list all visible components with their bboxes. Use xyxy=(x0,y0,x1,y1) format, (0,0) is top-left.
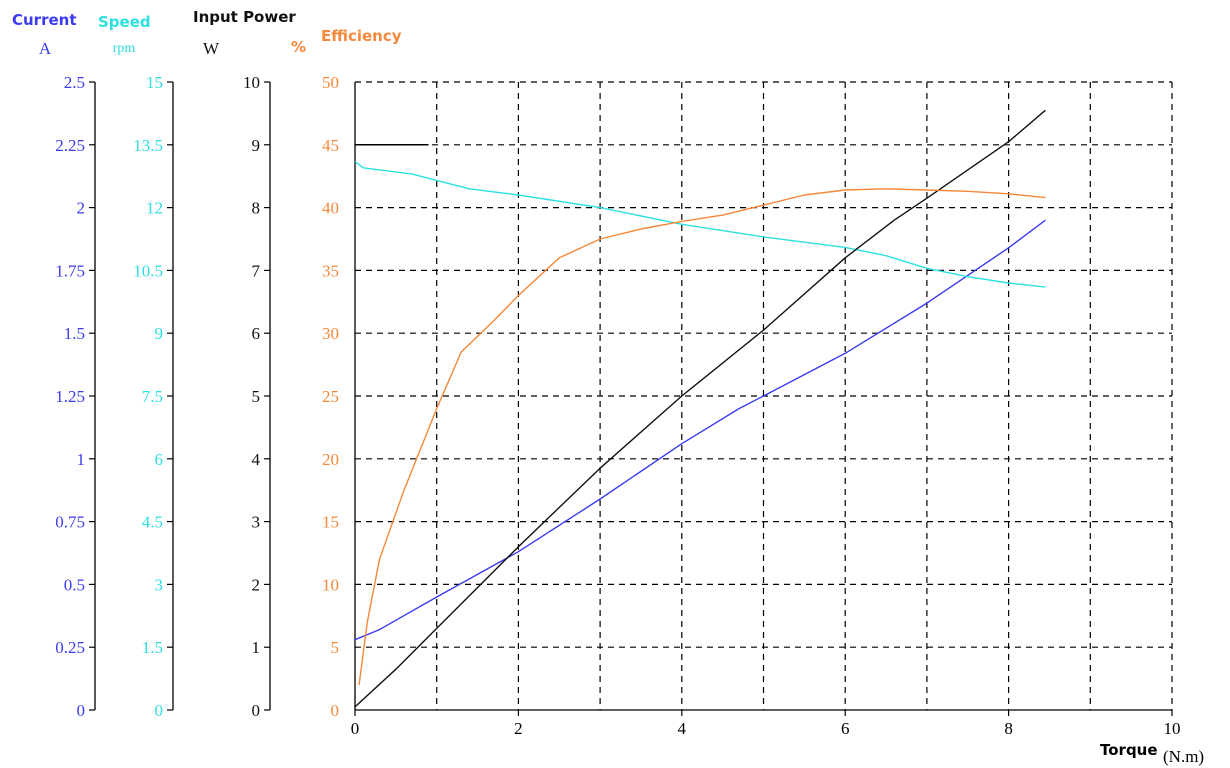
data-series xyxy=(354,109,1046,708)
power-axis-title: Input Power xyxy=(193,8,296,26)
power-tick-label: 0 xyxy=(252,701,261,720)
x-axis: 0 2 4 6 8 10 xyxy=(351,144,1181,738)
current-tick-label: 0.25 xyxy=(55,638,85,657)
power-tick-label: 7 xyxy=(252,261,261,280)
current-axis-title: Current xyxy=(12,11,77,29)
efficiency-tick-label: 15 xyxy=(322,513,339,532)
power-tick-label: 6 xyxy=(252,324,261,343)
x-tick-label: 8 xyxy=(1004,719,1013,738)
efficiency-tick-label: 10 xyxy=(322,575,339,594)
speed-series-line xyxy=(354,160,1046,288)
power-tick-label: 10 xyxy=(243,73,260,92)
efficiency-tick-label: 25 xyxy=(322,387,339,406)
x-axis-unit: (N.m) xyxy=(1163,747,1204,766)
power-tick-label: 3 xyxy=(252,513,261,532)
efficiency-tick-label: 50 xyxy=(322,73,339,92)
efficiency-tick-label: 5 xyxy=(331,638,340,657)
speed-tick-label: 15 xyxy=(146,73,163,92)
y-axes: 0 0.25 0.5 0.75 1 1.25 1.5 1.75 2 2.25 2.5 0 1.5 3 4.5… xyxy=(55,73,356,720)
power-tick-label: 1 xyxy=(252,638,261,657)
speed-tick-label: 1.5 xyxy=(142,638,163,657)
x-tick-label: 4 xyxy=(678,719,687,738)
efficiency-tick-label: 0 xyxy=(331,701,340,720)
axis-headers: Current A Speed rpm Input Power W % Effi… xyxy=(12,8,402,58)
current-tick-label: 0 xyxy=(77,701,86,720)
efficiency-axis-unit: % xyxy=(291,38,306,56)
x-axis-title: Torque xyxy=(1100,741,1158,759)
power-tick-label: 4 xyxy=(252,450,261,469)
power-axis-unit: W xyxy=(203,39,220,58)
efficiency-tick-label: 35 xyxy=(322,261,339,280)
current-series-line xyxy=(354,219,1046,641)
current-tick-label: 1 xyxy=(77,450,86,469)
current-axis-unit: A xyxy=(39,39,52,58)
speed-tick-label: 10.5 xyxy=(133,261,163,280)
speed-tick-label: 4.5 xyxy=(142,513,163,532)
current-tick-label: 1.25 xyxy=(55,387,85,406)
x-tick-label: 6 xyxy=(841,719,850,738)
speed-tick-label: 13.5 xyxy=(133,136,163,155)
speed-tick-label: 6 xyxy=(155,450,164,469)
current-tick-label: 2.5 xyxy=(64,73,85,92)
x-tick-label: 0 xyxy=(351,719,360,738)
power-tick-label: 2 xyxy=(252,575,261,594)
power-tick-label: 8 xyxy=(252,199,261,218)
efficiency-tick-label: 30 xyxy=(322,324,339,343)
current-tick-label: 1.5 xyxy=(64,324,85,343)
efficiency-tick-label: 20 xyxy=(322,450,339,469)
current-tick-label: 2 xyxy=(77,199,86,218)
speed-tick-label: 0 xyxy=(155,701,164,720)
current-tick-label: 0.5 xyxy=(64,575,85,594)
speed-axis-unit: rpm xyxy=(113,41,136,56)
power-tick-label: 9 xyxy=(252,136,261,155)
speed-tick-label: 9 xyxy=(155,324,164,343)
speed-tick-label: 7.5 xyxy=(142,387,163,406)
efficiency-tick-label: 40 xyxy=(322,199,339,218)
speed-tick-label: 3 xyxy=(155,575,164,594)
power-series-line xyxy=(354,109,1046,708)
speed-tick-label: 12 xyxy=(146,199,163,218)
efficiency-series-line xyxy=(358,188,1046,685)
grid-lines xyxy=(355,81,1173,710)
x-tick-label: 2 xyxy=(514,719,523,738)
power-tick-label: 5 xyxy=(252,387,261,406)
x-tick-label: 10 xyxy=(1164,719,1181,738)
efficiency-axis-title: Efficiency xyxy=(321,27,402,45)
efficiency-tick-label: 45 xyxy=(322,136,339,155)
current-tick-label: 0.75 xyxy=(55,513,85,532)
current-tick-label: 1.75 xyxy=(55,261,85,280)
current-tick-label: 2.25 xyxy=(55,136,85,155)
speed-axis-title: Speed xyxy=(98,13,151,31)
